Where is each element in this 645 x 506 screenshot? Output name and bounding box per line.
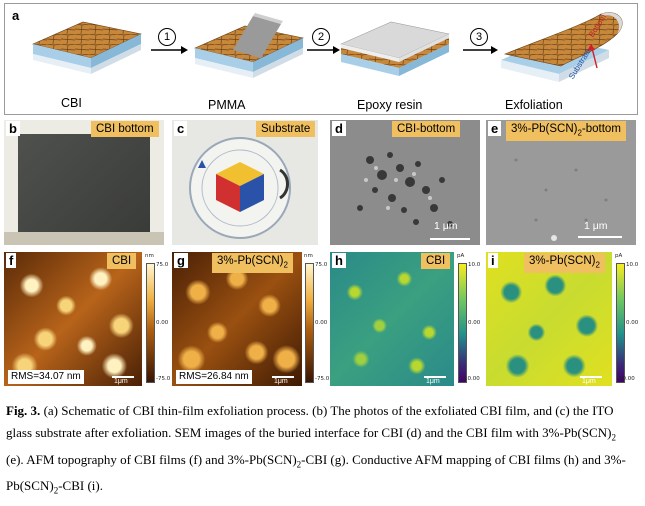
caption-text-2: (e). AFM topography of CBI films (f) and… xyxy=(6,451,297,467)
panel-label-a: a xyxy=(9,8,23,23)
caption-sub-1: 2 xyxy=(611,432,616,443)
colorbar-f-bottom: -75.0 xyxy=(156,376,171,382)
scale-bar-g xyxy=(272,376,294,378)
caption-text-1: (a) Schematic of CBI thin-film exfoliati… xyxy=(6,403,614,440)
sem-cbi-bottom xyxy=(330,120,480,245)
caption-fig-label: Fig. 3. xyxy=(6,403,41,418)
panel-label-e: e xyxy=(488,121,502,136)
colorbar-g-unit: nm xyxy=(304,253,313,259)
colorbar-i-unit: pA xyxy=(615,253,623,259)
scale-bar-i xyxy=(580,376,602,378)
panel-label-f: f xyxy=(6,253,17,268)
panel-label-g: g xyxy=(174,253,188,268)
colorbar-g-mid: 0.00 xyxy=(315,320,328,326)
caption-sub-3: 2 xyxy=(53,485,59,496)
afm-topography-pbscn xyxy=(172,252,302,386)
stage-label-epoxy: Epoxy resin xyxy=(357,98,423,112)
cafm-map-pbscn xyxy=(486,252,612,386)
scale-bar-f xyxy=(112,376,134,378)
caption-text-4: -CBI (i). xyxy=(58,478,103,494)
schematic-panel-a: a xyxy=(4,3,638,115)
colorbar-i-bottom: -10.00 xyxy=(617,376,635,382)
stage-label-pmma: PMMA xyxy=(208,98,246,112)
afm-topography-cbi xyxy=(4,252,142,386)
photo-cbi-film xyxy=(4,120,164,245)
scale-bar-e xyxy=(578,236,622,238)
cafm-map-cbi xyxy=(330,252,454,386)
tag-cafm-pbscn: 3%-Pb(SCN)2 xyxy=(524,253,605,274)
figure-caption: Fig. 3. (a) Schematic of CBI thin-film e… xyxy=(6,400,636,502)
colorbar-i-mid: 0.00 xyxy=(626,320,639,326)
panel-label-h: h xyxy=(332,253,346,268)
colorbar-g xyxy=(305,263,314,383)
scale-label-i: 1μm xyxy=(582,378,596,385)
colorbar-f-top: 75.0 xyxy=(156,262,169,268)
exfoliation-schematic xyxy=(32,12,623,82)
pmma-block xyxy=(194,13,304,78)
tag-g-sub: 2 xyxy=(283,260,288,270)
colorbar-h-top: 10.0 xyxy=(468,262,481,268)
exfoliation-block xyxy=(501,12,623,82)
tag-i-text: 3%-Pb(SCN) xyxy=(529,255,596,267)
stage-label-exfoliation: Exfoliation xyxy=(505,98,563,112)
colorbar-g-bottom: -75.0 xyxy=(315,376,330,382)
tag-e-text: 3%-Pb(SCN) xyxy=(511,123,578,135)
scale-bar-d xyxy=(430,238,470,240)
stage-label-cbi: CBI xyxy=(61,96,82,110)
colorbar-i-top: 10.0 xyxy=(626,262,639,268)
step-number-1: 1 xyxy=(158,28,176,46)
cbi-block xyxy=(32,21,142,74)
scale-label-e: 1 μm xyxy=(584,220,608,232)
panel-label-d: d xyxy=(332,121,346,136)
colorbar-f-unit: nm xyxy=(145,253,154,259)
colorbar-h-mid: 0.00 xyxy=(468,320,481,326)
tag-substrate: Substrate xyxy=(256,121,316,137)
scale-bar-h xyxy=(424,376,446,378)
panel-label-c: c xyxy=(174,121,188,136)
step-number-3: 3 xyxy=(470,28,488,46)
tag-e-text-2: -bottom xyxy=(581,123,621,135)
scale-label-f: 1μm xyxy=(114,378,128,385)
scale-label-h: 1μm xyxy=(426,378,440,385)
university-seal-image xyxy=(189,137,291,239)
colorbar-g-top: 75.0 xyxy=(315,262,328,268)
epoxy-block xyxy=(340,21,450,76)
scale-label-g: 1μm xyxy=(274,378,288,385)
colorbar-f xyxy=(146,263,155,383)
caption-sub-2: 2 xyxy=(296,459,302,470)
colorbar-i xyxy=(616,263,625,383)
tag-i-sub: 2 xyxy=(595,260,600,270)
panel-label-b: b xyxy=(6,121,20,136)
tag-cbi-bottom: CBI bottom xyxy=(91,121,159,137)
caption-text-3: -CBI (g). Conductive AFM mapping of CBI … xyxy=(6,451,626,494)
colorbar-h xyxy=(458,263,467,383)
colorbar-h-unit: pA xyxy=(457,253,465,259)
tag-pbscn-bottom: 3%-Pb(SCN)2-bottom xyxy=(506,121,626,142)
tag-afm-cbi: CBI xyxy=(107,253,137,269)
sem-texture-cbi xyxy=(330,120,480,245)
tag-e-sub: 2 xyxy=(577,128,582,138)
colorbar-f-mid: 0.00 xyxy=(156,320,169,326)
tag-cafm-cbi: CBI xyxy=(421,253,451,269)
rms-value-f: RMS=34.07 nm xyxy=(8,370,84,384)
tag-cbi-bottom-sem: CBI-bottom xyxy=(392,121,461,137)
colorbar-h-bottom: -10.00 xyxy=(462,376,480,382)
step-number-2: 2 xyxy=(312,28,330,46)
cbi-film-dark-area xyxy=(18,134,150,234)
tag-afm-pbscn: 3%-Pb(SCN)2 xyxy=(212,253,293,274)
panel-label-i: i xyxy=(488,253,498,268)
scale-label-d: 1 μm xyxy=(434,220,458,232)
tag-g-text: 3%-Pb(SCN) xyxy=(217,255,284,267)
rms-value-g: RMS=26.84 nm xyxy=(176,370,252,384)
photo-substrate xyxy=(172,120,318,245)
